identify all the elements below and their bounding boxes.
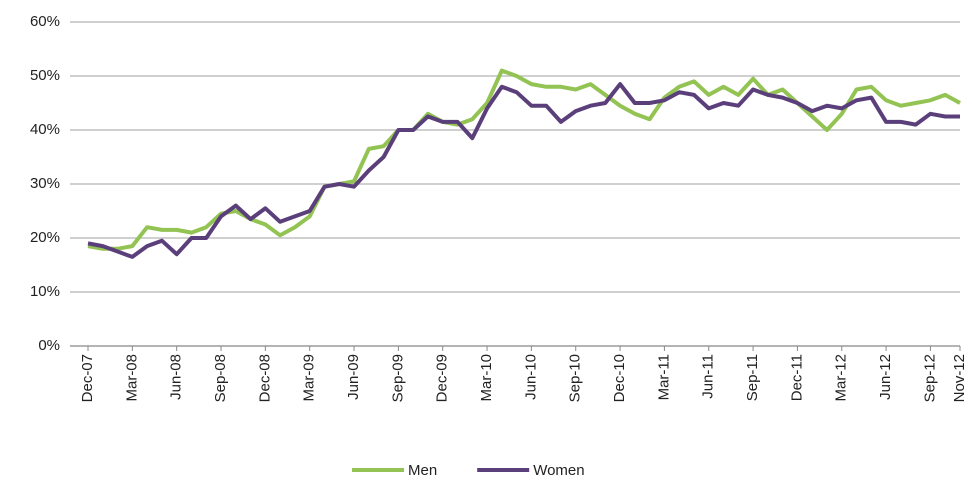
line-series	[87, 82, 960, 259]
x-tick-label: Sep-09	[389, 354, 406, 402]
line-series	[87, 68, 961, 251]
x-tick-label: Sep-11	[744, 354, 761, 401]
x-tick-label: Sep-10	[567, 354, 584, 402]
x-tick-label: Mar-09	[301, 354, 318, 402]
y-tick-label: 40%	[30, 121, 60, 138]
x-tick-label: Dec-11	[788, 354, 805, 401]
x-tick-label: Jun-10	[522, 354, 539, 400]
legend-label: Women	[533, 462, 584, 479]
y-tick-label: 30%	[30, 175, 60, 192]
x-tick-label: Mar-08	[123, 354, 140, 402]
x-tick-label: Sep-08	[212, 354, 229, 402]
x-tick-label: Dec-10	[611, 354, 628, 402]
x-tick-label: Mar-12	[833, 354, 850, 402]
y-tick-label: 60%	[30, 13, 60, 30]
x-tick-label: Dec-07	[79, 354, 96, 402]
x-tick-label: Nov-12	[951, 354, 968, 402]
legend-label: Men	[408, 462, 437, 479]
x-tick-label: Jun-12	[877, 354, 894, 400]
x-tick-label: Jun-09	[345, 354, 362, 400]
x-tick-label: Mar-11	[655, 354, 672, 400]
x-tick-label: Jun-08	[168, 354, 185, 400]
x-tick-label: Dec-09	[434, 354, 451, 402]
x-tick-label: Dec-08	[256, 354, 273, 402]
y-tick-label: 50%	[30, 67, 60, 84]
x-tick-label: Jun-11	[700, 354, 717, 399]
x-tick-label: Sep-12	[921, 354, 938, 402]
y-tick-label: 20%	[30, 229, 60, 246]
x-tick-label: Mar-10	[478, 354, 495, 402]
y-tick-label: 0%	[38, 337, 60, 354]
y-tick-label: 10%	[30, 283, 60, 300]
